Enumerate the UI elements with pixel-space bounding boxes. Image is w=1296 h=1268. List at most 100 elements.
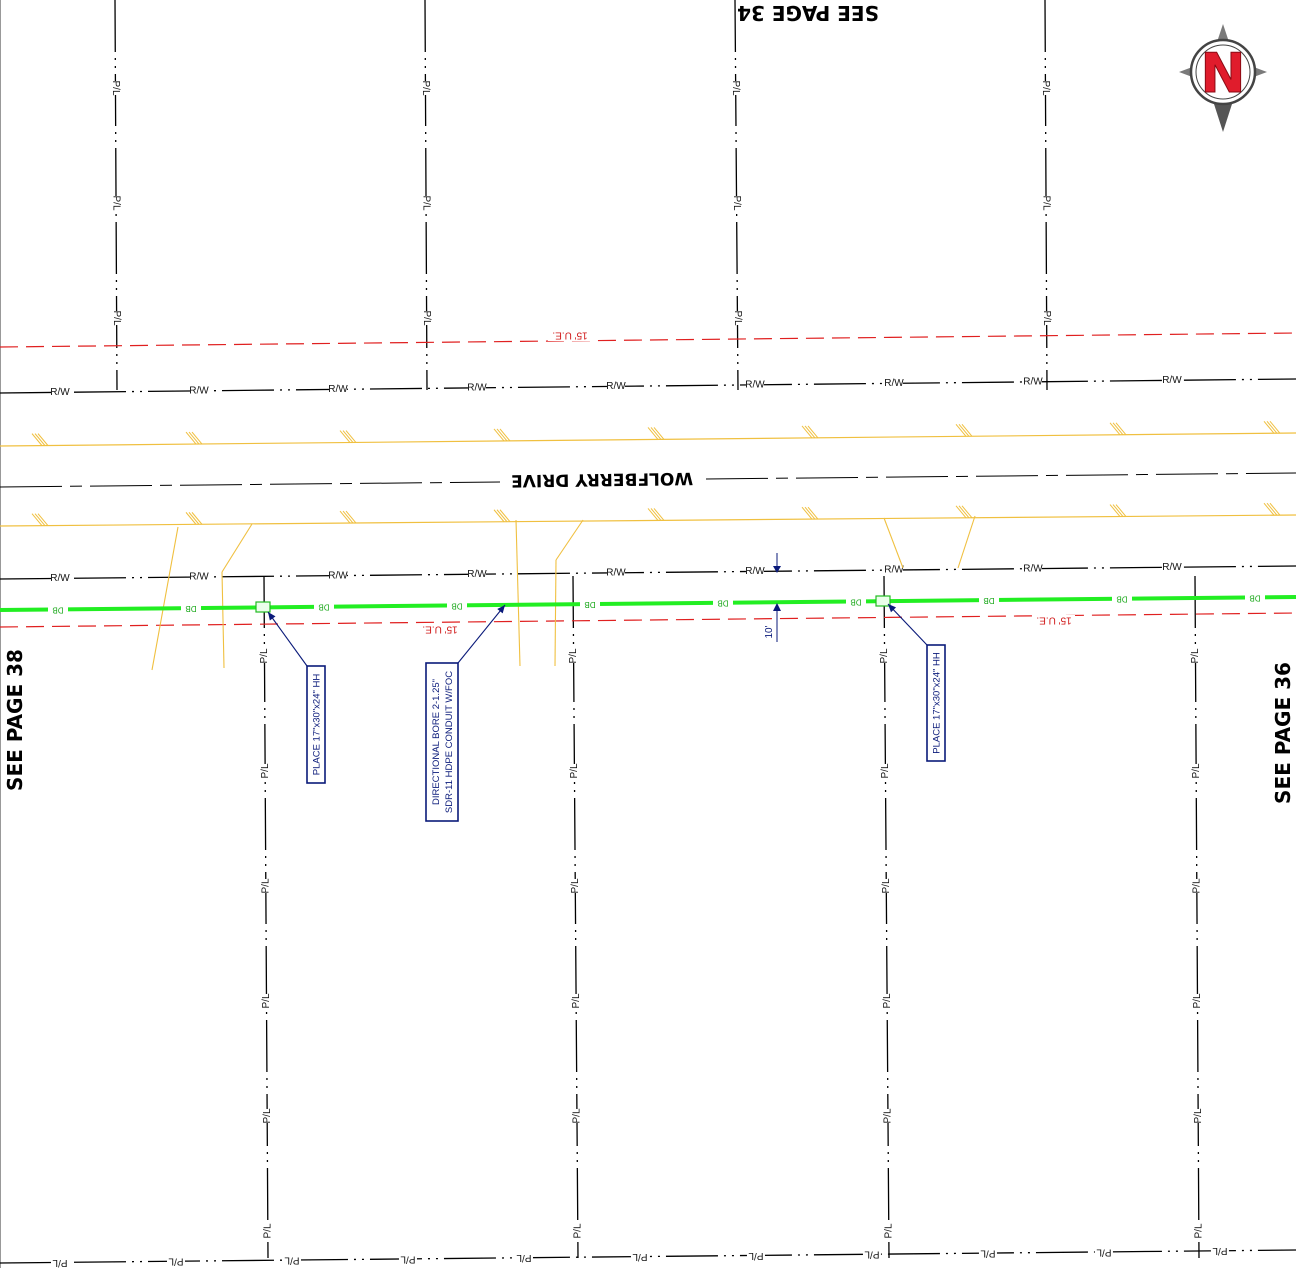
south-right-of-way-label: R/W <box>467 569 487 580</box>
lower-property-line-2-label: P/L <box>569 763 580 778</box>
curb-hatch <box>31 433 49 446</box>
edge-of-pavement-lines <box>0 420 1296 671</box>
upper-property-line-3-label: P/L <box>731 195 742 210</box>
bore-tag-bg <box>314 600 334 612</box>
upper-property-line-4-label: P/L <box>1041 310 1052 325</box>
curb-hatch <box>339 510 357 524</box>
bore-tag-label: DB <box>52 605 63 614</box>
upper-property-line-2: P/L P/L P/L <box>416 0 436 391</box>
bore-tag-bg <box>713 596 733 608</box>
lower-property-line-3-label: P/L <box>879 648 890 663</box>
north-arrow-icon: N <box>1179 24 1267 132</box>
curb-hatch <box>185 512 203 525</box>
lower-property-line-3-label: P/L <box>880 763 891 778</box>
south-right-of-way-label: R/W <box>328 570 348 581</box>
north-right-of-way-label: R/W <box>50 387 70 398</box>
north-letter: N <box>1200 42 1245 105</box>
upper-property-line-2-label: P/L <box>421 310 432 325</box>
bore-callout: DIRECTIONAL BORE 2-1.25" SDR-11 HDPE CON… <box>425 662 459 822</box>
lower-property-line-2-label: P/L <box>571 993 582 1008</box>
north-right-of-way: R/W R/W R/W R/W R/W R/W R/W R/W R/W <box>0 373 1296 400</box>
lower-property-line-4: P/L P/L P/L P/L P/L P/L <box>1186 575 1208 1259</box>
bore-conduit-line <box>0 595 1296 612</box>
upper-property-line-3-label: P/L <box>732 310 743 325</box>
lower-property-lines: P/L P/L P/L P/L P/L P/L P/L P/L P/L P/L P/L P/L P/L P… <box>0 575 1296 1268</box>
north-right-of-way-label: R/W <box>1023 376 1043 387</box>
curb-hatch <box>801 425 819 439</box>
upper-property-lines: P/L P/L P/L P/L P/L P/L P/L P/L P/L P/L P/L P/L <box>106 0 1056 391</box>
lower-property-line-3-label: P/L <box>883 1223 894 1238</box>
curb-hatch <box>339 430 357 443</box>
bore-tag-label: DB <box>1116 595 1127 604</box>
see-page-top-label: SEE PAGE 34 <box>737 1 879 25</box>
offset-dimension-label: 10' <box>764 625 775 638</box>
north-right-of-way-label: R/W <box>745 379 765 390</box>
utility-easement-lines: 15' U.E. 15' U.E. 15' U.E. <box>0 329 1296 636</box>
lower-property-line-2-label: P/L <box>570 878 581 893</box>
upper-property-line-3-label: P/L <box>730 80 741 95</box>
bore-tag-bg <box>1245 591 1265 603</box>
curb-hatch <box>1109 422 1127 436</box>
south-right-of-way: R/W R/W R/W R/W R/W R/W R/W R/W R/W <box>0 560 1296 586</box>
offset-dimension: 10' <box>764 553 781 642</box>
lower-property-line-2-label: P/L <box>572 1108 583 1123</box>
bore-leader <box>457 604 506 664</box>
driveway-line <box>957 515 976 569</box>
lower-property-line-2: P/L P/L P/L P/L P/L P/L <box>564 575 587 1259</box>
lower-property-line-1-label: P/L <box>262 1223 273 1238</box>
see-page-left-label: SEE PAGE 38 <box>3 649 27 791</box>
lower-property-line-2-label: P/L <box>572 1223 583 1238</box>
north-easement: 15' U.E. <box>0 329 1296 348</box>
bore-callout-line-1: DIRECTIONAL BORE 2-1.25" <box>431 679 442 805</box>
bore-callout-line-2: SDR-11 HDPE CONDUIT W/FOC <box>444 671 455 813</box>
curb-hatch <box>955 424 973 437</box>
upper-property-line-1-label: P/L <box>110 80 121 95</box>
south-right-of-way-label: R/W <box>884 565 904 576</box>
south-right-of-way-label: R/W <box>745 566 765 577</box>
directional-bore-line: DB DB DB DB DB DB DB DB DB DB <box>0 591 1296 615</box>
south-edge-of-pavement <box>0 514 1296 527</box>
bottom-property-line-label: P/L <box>632 1251 647 1262</box>
south-easement-label: 15' U.E. <box>1036 614 1071 625</box>
lower-property-line-3: P/L P/L P/L P/L P/L P/L <box>875 575 898 1259</box>
north-edge-of-pavement <box>0 432 1296 447</box>
see-page-right-label: SEE PAGE 36 <box>1271 662 1295 804</box>
bore-tag-label: DB <box>717 599 728 608</box>
lower-property-line-3-label: P/L <box>882 993 893 1008</box>
lower-property-line-1-label: P/L <box>260 763 271 778</box>
handhole-callout-right: PLACE 17"x30"x24" HH <box>926 644 946 762</box>
lower-property-line-1: P/L P/L P/L P/L P/L P/L <box>255 575 277 1259</box>
upper-property-line-2-label: P/L <box>420 195 431 210</box>
lower-property-line-4-label: P/L <box>1191 763 1202 778</box>
street-name-label: WOLFBERRY DRIVE <box>511 468 693 491</box>
bottom-property-line-label: P/L <box>980 1247 995 1258</box>
north-right-of-way-label: R/W <box>189 385 209 396</box>
lower-property-line-4-label: P/L <box>1191 878 1202 893</box>
right-of-way-lines: R/W R/W R/W R/W R/W R/W R/W R/W R/WR/W R/W R/W R/W R… <box>0 373 1296 586</box>
bottom-property-line-label: P/L <box>1212 1245 1227 1256</box>
lower-property-line-4-label: P/L <box>1193 1223 1204 1238</box>
handhole-left-leader <box>267 611 308 667</box>
handhole-callout-left-text: PLACE 17"x30"x24" HH <box>312 674 323 776</box>
south-right-of-way-label: R/W <box>1162 562 1182 573</box>
bore-tag-label: DB <box>584 600 595 609</box>
north-right-of-way-label: R/W <box>467 382 487 393</box>
bore-tag-label: DB <box>1249 593 1260 602</box>
curb-hatch <box>493 428 511 442</box>
lower-property-line-1-label: P/L <box>262 1108 273 1123</box>
bore-tag-label: DB <box>983 596 994 605</box>
bottom-property-line-label: P/L <box>1096 1246 1111 1257</box>
bore-tag-bg <box>580 598 600 610</box>
south-right-of-way-label: R/W <box>606 567 626 578</box>
north-right-of-way-label: R/W <box>1162 375 1182 386</box>
lower-property-line-4-label: P/L <box>1190 648 1201 663</box>
bottom-property-line-label: P/L <box>516 1252 531 1263</box>
bore-tag-bg <box>48 603 68 615</box>
bore-tag-label: DB <box>850 597 861 606</box>
driveway-line <box>554 559 557 667</box>
driveway-line <box>883 517 904 569</box>
handhole-right-leader <box>887 603 928 646</box>
south-easement-label: 15' U.E. <box>422 623 457 634</box>
curb-hatch <box>1263 502 1281 516</box>
